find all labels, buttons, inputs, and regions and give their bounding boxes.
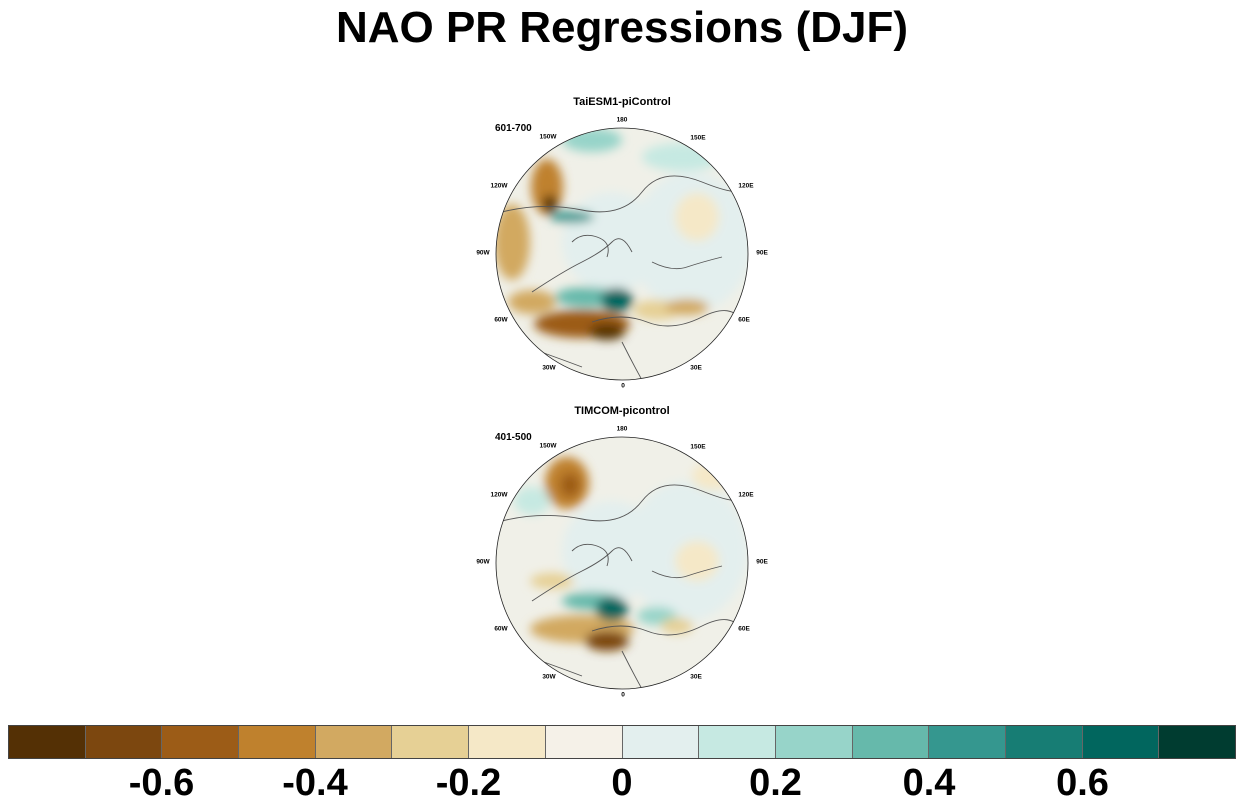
colorbar-segment (9, 726, 86, 758)
panel-2-title: TIMCOM-picontrol (574, 405, 670, 417)
colorbar-tick-label: 0.2 (749, 762, 802, 804)
panel-2-period: 401-500 (495, 432, 532, 443)
panel-1-title: TaiESM1-piControl (573, 96, 671, 108)
colorbar-segment (622, 726, 700, 758)
colorbar-segment (239, 726, 316, 758)
lon-label: 60W (494, 316, 508, 324)
colorbar-tick-label: 0.4 (902, 762, 956, 804)
lon-label: 30W (542, 673, 556, 681)
colorbar-segment (852, 726, 930, 758)
colorbar-segment (1159, 726, 1235, 758)
panel-2-polar-map (495, 436, 749, 690)
colorbar-segment (85, 726, 163, 758)
map-panel-1: TaiESM1-piControl 601-700 (472, 92, 772, 392)
lon-label: 0 (621, 382, 625, 390)
colorbar-tick-label: -0.4 (282, 762, 348, 804)
lon-label: 60E (738, 316, 750, 324)
colorbar-segment (162, 726, 240, 758)
lon-label: 120E (738, 182, 754, 190)
lon-label: 150E (690, 134, 706, 142)
lon-label: 30W (542, 364, 556, 372)
lon-label: 60W (494, 625, 508, 633)
colorbar-segment (929, 726, 1006, 758)
map-panel-2: TIMCOM-picontrol 401-500 (472, 401, 772, 701)
lon-label: 150W (539, 133, 557, 141)
panel-1-period: 601-700 (495, 123, 532, 134)
lon-label: 150W (539, 442, 557, 450)
colorbar-segment (775, 726, 853, 758)
lon-label: 180 (616, 425, 628, 433)
colorbar-segment (545, 726, 623, 758)
lon-label: 90E (756, 558, 768, 566)
colorbar-tick-label: 0 (611, 762, 633, 804)
lon-label: 120E (738, 491, 754, 499)
colorbar-tick-label: -0.6 (128, 762, 195, 804)
lon-label: 90W (476, 558, 490, 566)
lon-label: 120W (490, 491, 508, 499)
colorbar-tick-label: -0.2 (435, 762, 502, 804)
lon-label: 150E (690, 443, 706, 451)
colorbar-segment (1005, 726, 1083, 758)
figure-title: NAO PR Regressions (DJF) (335, 3, 909, 52)
colorbar (8, 725, 1236, 759)
colorbar-segment (392, 726, 470, 758)
lon-label: 30E (690, 364, 702, 372)
colorbar-segment (315, 726, 393, 758)
panel-1-polar-map (495, 127, 749, 381)
colorbar-tick-label: 0.6 (1056, 762, 1109, 804)
lon-label: 0 (621, 691, 625, 699)
lon-label: 60E (738, 625, 750, 633)
colorbar-segment (699, 726, 776, 758)
lon-label: 90W (476, 249, 490, 257)
lon-label: 120W (490, 182, 508, 190)
lon-label: 90E (756, 249, 768, 257)
colorbar-segment (469, 726, 546, 758)
lon-label: 30E (690, 673, 702, 681)
lon-label: 180 (616, 116, 628, 124)
colorbar-segment (1082, 726, 1160, 758)
